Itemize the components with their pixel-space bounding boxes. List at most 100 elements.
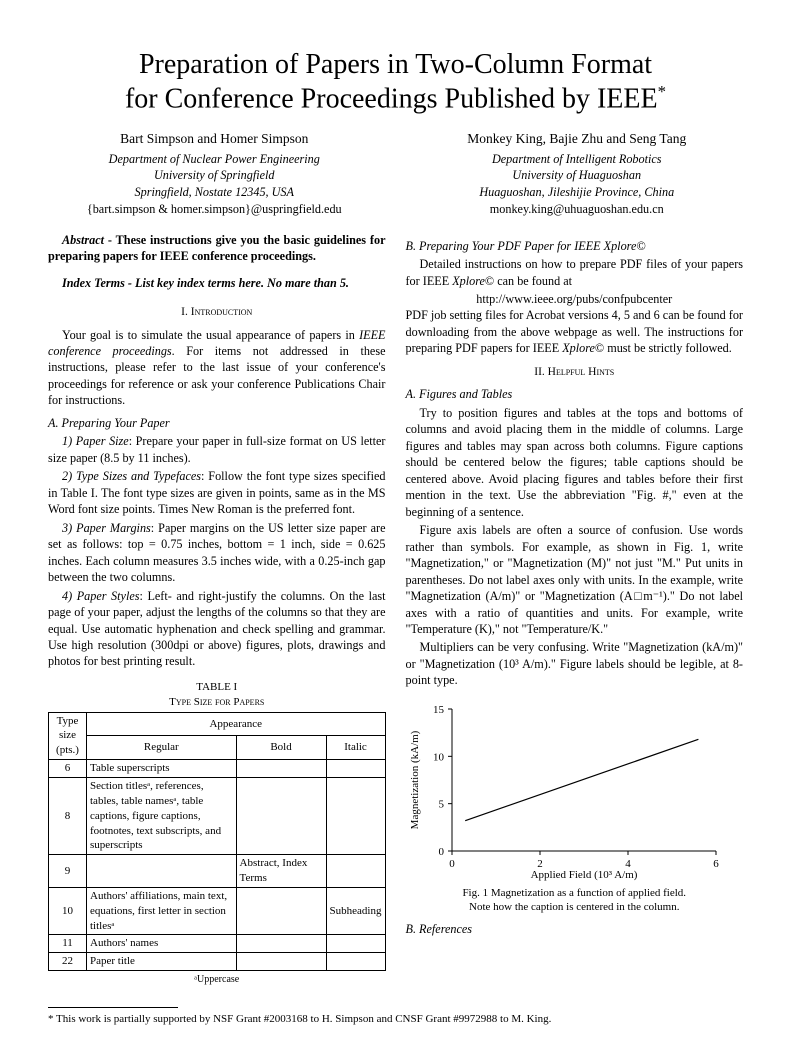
fig-caption-line-2: Note how the caption is centered in the … (469, 901, 679, 913)
abstract: Abstract - These instructions give you t… (48, 232, 386, 265)
figures-para-2: Figure axis labels are often a source of… (406, 522, 744, 637)
svg-text:10: 10 (433, 751, 445, 763)
fig-caption-line-1: Fig. 1 Magnetization as a function of ap… (462, 887, 686, 899)
table-cell (326, 855, 385, 888)
table-row: 22Paper title (49, 953, 386, 971)
title-line-2: for Conference Proceedings Published by … (125, 83, 658, 114)
svg-text:Magnetization (kA/m): Magnetization (kA/m) (409, 730, 421, 829)
two-column-body: Abstract - These instructions give you t… (48, 232, 743, 987)
section-1-heading: I. Introduction (48, 305, 386, 321)
author-names: Monkey King, Bajie Zhu and Seng Tang (411, 130, 744, 148)
affiliation: University of Huaguoshan (411, 167, 744, 183)
table-cell: 11 (49, 935, 87, 953)
section-2-heading: II. Helpful Hints (406, 365, 744, 381)
pdf-para: Detailed instructions on how to prepare … (406, 256, 744, 289)
right-column: B. Preparing Your PDF Paper for IEEE Xpl… (406, 232, 744, 987)
title-footnote-mark: * (658, 82, 666, 101)
table-title: Type Size for Papers (48, 695, 386, 710)
svg-text:Applied Field (10³ A/m): Applied Field (10³ A/m) (530, 869, 637, 881)
svg-text:6: 6 (713, 858, 719, 870)
table-cell: Subheading (326, 887, 385, 935)
styles-para: 4) Paper Styles: Left- and right-justify… (48, 588, 386, 670)
table-cell (236, 935, 326, 953)
th-bold: Bold (236, 736, 326, 760)
footnote-separator (48, 1007, 178, 1008)
section-number: I. (181, 306, 191, 318)
author-block-1: Bart Simpson and Homer Simpson Departmen… (48, 130, 381, 218)
table-cell: Abstract, Index Terms (236, 855, 326, 888)
table-row: 6Table superscripts (49, 760, 386, 778)
table-label: TABLE I (48, 680, 386, 695)
subsection-b: B. Preparing Your PDF Paper for IEEE Xpl… (406, 238, 744, 254)
svg-text:15: 15 (433, 704, 445, 716)
section-number: II. (534, 366, 547, 378)
subsection-2b: B. References (406, 921, 744, 937)
intro-paragraph: Your goal is to simulate the usual appea… (48, 327, 386, 409)
index-terms: Index Terms - List key index terms here.… (48, 275, 386, 291)
author-email: monkey.king@uhuaguoshan.edu.cn (411, 201, 744, 217)
th-appearance: Appearance (87, 712, 386, 736)
author-blocks: Bart Simpson and Homer Simpson Departmen… (48, 130, 743, 218)
th-italic: Italic (326, 736, 385, 760)
table-cell: 9 (49, 855, 87, 888)
affiliation: Department of Intelligent Robotics (411, 151, 744, 167)
table-cell: 22 (49, 953, 87, 971)
table-cell: 10 (49, 887, 87, 935)
th-regular: Regular (87, 736, 237, 760)
title-line-1: Preparation of Papers in Two-Column Form… (139, 49, 652, 80)
footnote-text: * This work is partially supported by NS… (48, 1012, 743, 1027)
table-cell: Authors' names (87, 935, 237, 953)
section-title: Introduction (191, 306, 253, 318)
table-cell (326, 935, 385, 953)
runin-label: 2) Type Sizes and Typefaces (62, 469, 201, 483)
pdf-para-2: PDF job setting files for Acrobat versio… (406, 307, 744, 356)
table-cell: 6 (49, 760, 87, 778)
table-cell (326, 777, 385, 854)
table-footnote: ᵃUppercase (48, 973, 386, 987)
table-cell (326, 953, 385, 971)
subsection-2a: A. Figures and Tables (406, 386, 744, 402)
author-email: {bart.simpson & homer.simpson}@uspringfi… (48, 201, 381, 217)
section-title: Helpful Hints (548, 366, 615, 378)
figures-para-1: Try to position figures and tables at th… (406, 405, 744, 520)
table-cell: Section titlesᵃ, references, tables, tab… (87, 777, 237, 854)
type-size-table: Type size (pts.) Appearance Regular Bold… (48, 712, 386, 972)
table-cell: Paper title (87, 953, 237, 971)
table-cell: 8 (49, 777, 87, 854)
table-cell (87, 855, 237, 888)
margins-para: 3) Paper Margins: Paper margins on the U… (48, 520, 386, 586)
author-names: Bart Simpson and Homer Simpson (48, 130, 381, 148)
pdf-url: http://www.ieee.org/pubs/confpubcenter (406, 291, 744, 307)
table-cell (236, 777, 326, 854)
type-sizes-para: 2) Type Sizes and Typefaces: Follow the … (48, 468, 386, 517)
svg-text:5: 5 (438, 799, 444, 811)
figure-1-caption: Fig. 1 Magnetization as a function of ap… (406, 887, 744, 915)
svg-text:0: 0 (449, 858, 455, 870)
magnetization-chart: 0246051015Applied Field (10³ A/m)Magneti… (406, 701, 726, 881)
author-block-2: Monkey King, Bajie Zhu and Seng Tang Dep… (411, 130, 744, 218)
table-cell (236, 760, 326, 778)
figures-para-3: Multipliers can be very confusing. Write… (406, 639, 744, 688)
figure-1: 0246051015Applied Field (10³ A/m)Magneti… (406, 701, 744, 915)
affiliation: Huaguoshan, Jileshijie Province, China (411, 184, 744, 200)
table-cell (236, 953, 326, 971)
subsection-a: A. Preparing Your Paper (48, 415, 386, 431)
affiliation: University of Springfield (48, 167, 381, 183)
affiliation: Springfield, Nostate 12345, USA (48, 184, 381, 200)
table-row: 8Section titlesᵃ, references, tables, ta… (49, 777, 386, 854)
table-cell: Authors' affiliations, main text, equati… (87, 887, 237, 935)
runin-label: 1) Paper Size (62, 434, 129, 448)
paper-title: Preparation of Papers in Two-Column Form… (48, 48, 743, 116)
table-row: 11Authors' names (49, 935, 386, 953)
runin-label: 3) Paper Margins (62, 521, 151, 535)
abstract-label: Abstract (62, 233, 104, 247)
left-column: Abstract - These instructions give you t… (48, 232, 386, 987)
paper-size-para: 1) Paper Size: Prepare your paper in ful… (48, 433, 386, 466)
th-type-size: Type size (pts.) (49, 712, 87, 760)
table-row: 9 Abstract, Index Terms (49, 855, 386, 888)
affiliation: Department of Nuclear Power Engineering (48, 151, 381, 167)
table-row: 10Authors' affiliations, main text, equa… (49, 887, 386, 935)
table-cell (326, 760, 385, 778)
table-cell: Table superscripts (87, 760, 237, 778)
svg-text:0: 0 (438, 846, 444, 858)
